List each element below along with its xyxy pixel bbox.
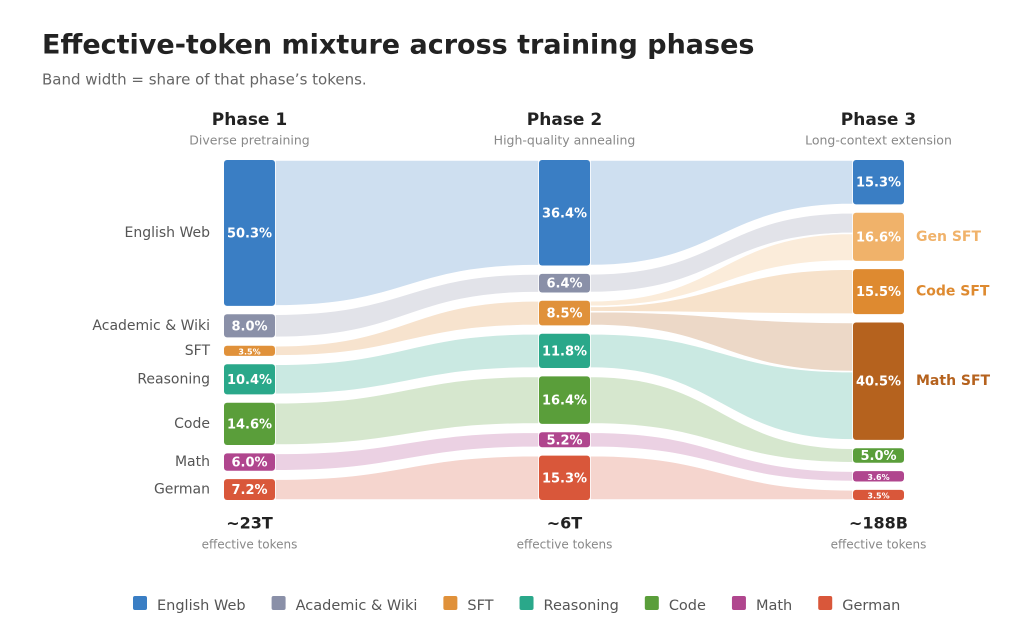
phase-total: ~23T [226,514,273,533]
node [224,160,275,306]
node [539,160,590,266]
flow [589,431,854,483]
node-label: Math SFT [916,373,991,389]
node [224,402,275,446]
value-label: 6.0% [231,456,267,471]
legend-swatch [519,596,534,610]
flow [589,333,854,441]
node [853,212,904,261]
value-label: 16.4% [542,394,587,409]
flow [274,333,540,396]
legend-swatch [443,596,458,610]
value-label: 40.5% [856,375,901,390]
node [539,300,590,326]
node [224,345,275,356]
value-label: 3.5% [238,347,260,356]
value-label: 36.4% [542,206,587,221]
node [224,314,275,338]
phase-name: Phase 2 [527,110,602,130]
phase-total-note: effective tokens [517,538,613,552]
value-label: 6.4% [546,277,582,292]
chart-title: Effective-token mixture across training … [42,30,754,61]
value-label: 5.0% [860,449,896,464]
legend-label: German [842,598,900,614]
phase-total-note: effective tokens [202,538,298,552]
value-label: 5.2% [546,433,582,448]
phase-name: Phase 3 [841,110,916,130]
value-label: 8.5% [546,307,582,322]
node [853,471,904,482]
value-label: 3.6% [867,473,889,482]
node-label: Math [175,454,210,470]
flow [274,431,540,472]
legend-swatch [818,596,833,610]
value-label: 3.5% [867,491,889,500]
legend-label: Reasoning [544,598,619,614]
legend-label: Code [669,598,706,614]
phase-subtitle: Long-context extension [805,133,952,148]
legend-swatch [731,596,746,610]
value-label: 10.4% [227,373,272,388]
nodes: Phase 1 Diverse pretraining ~23T effective … [92,110,990,614]
flow [274,454,540,501]
value-label: 11.8% [542,344,587,359]
value-label: 15.3% [856,176,901,191]
node-label: Code SFT [916,284,990,300]
value-label: 7.2% [231,483,267,498]
node [224,364,275,395]
node-label: German [154,482,210,498]
node [224,479,275,500]
legend-swatch [271,596,286,610]
node-label: Reasoning [137,371,210,387]
node [853,269,904,315]
chart-subtitle: Band width = share of that phase’s token… [42,71,367,89]
node-label: English Web [124,225,210,241]
node-label: Code [174,416,210,432]
node-label: Academic & Wiki [92,318,210,334]
phase-subtitle: High-quality annealing [494,133,636,148]
phase-subtitle: Diverse pretraining [189,133,309,148]
node [224,453,275,471]
node [539,376,590,424]
node [539,333,590,368]
value-label: 14.6% [227,417,272,432]
node [853,489,904,500]
flow [274,159,540,307]
node-label: SFT [185,343,211,359]
legend-label: English Web [157,598,246,614]
phase-total-note: effective tokens [831,538,927,552]
flow [274,273,540,339]
flow [589,159,854,267]
node [853,160,904,205]
legend-swatch [133,596,147,610]
legend-swatch [644,596,659,610]
legend-label: Math [756,598,792,614]
phase-name: Phase 1 [212,110,287,130]
value-label: 50.3% [227,226,272,241]
value-label: 8.0% [231,319,267,334]
node-label: Gen SFT [916,229,981,245]
phase-total: ~6T [547,514,583,533]
node [539,432,590,448]
phase-total: ~188B [849,514,908,533]
node [539,273,590,293]
node [853,448,904,463]
flow [274,300,540,357]
value-label: 15.3% [542,471,587,486]
value-label: 15.5% [856,285,901,300]
node [539,455,590,500]
legend-label: Academic & Wiki [296,598,418,614]
value-label: 16.6% [856,230,901,245]
legend-label: SFT [467,598,493,614]
node [853,322,904,440]
